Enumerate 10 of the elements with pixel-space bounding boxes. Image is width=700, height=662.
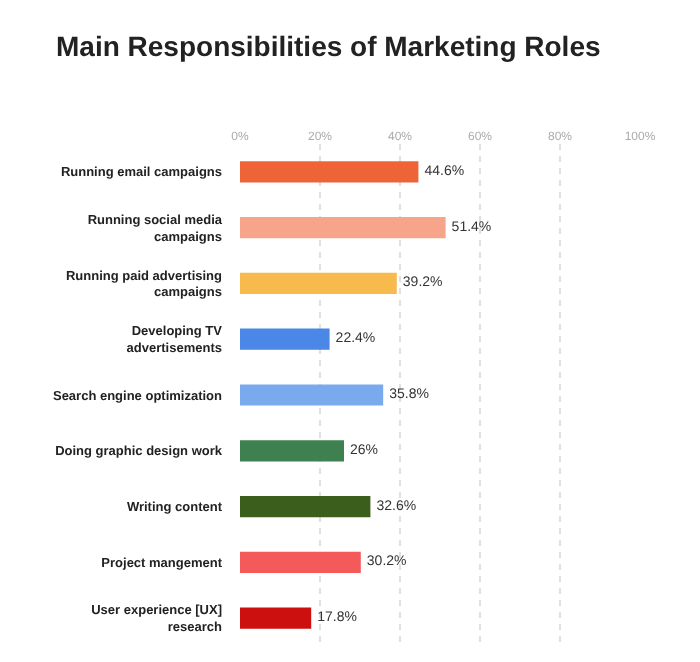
bar xyxy=(240,272,397,295)
bar xyxy=(240,440,344,462)
chart-title: Main Responsibilities of Marketing Roles xyxy=(56,30,601,63)
bar xyxy=(240,551,361,573)
bar xyxy=(240,328,330,350)
bar xyxy=(240,384,384,406)
bar xyxy=(240,161,419,183)
bar xyxy=(240,495,371,518)
bar xyxy=(240,607,312,629)
bar xyxy=(240,217,446,239)
